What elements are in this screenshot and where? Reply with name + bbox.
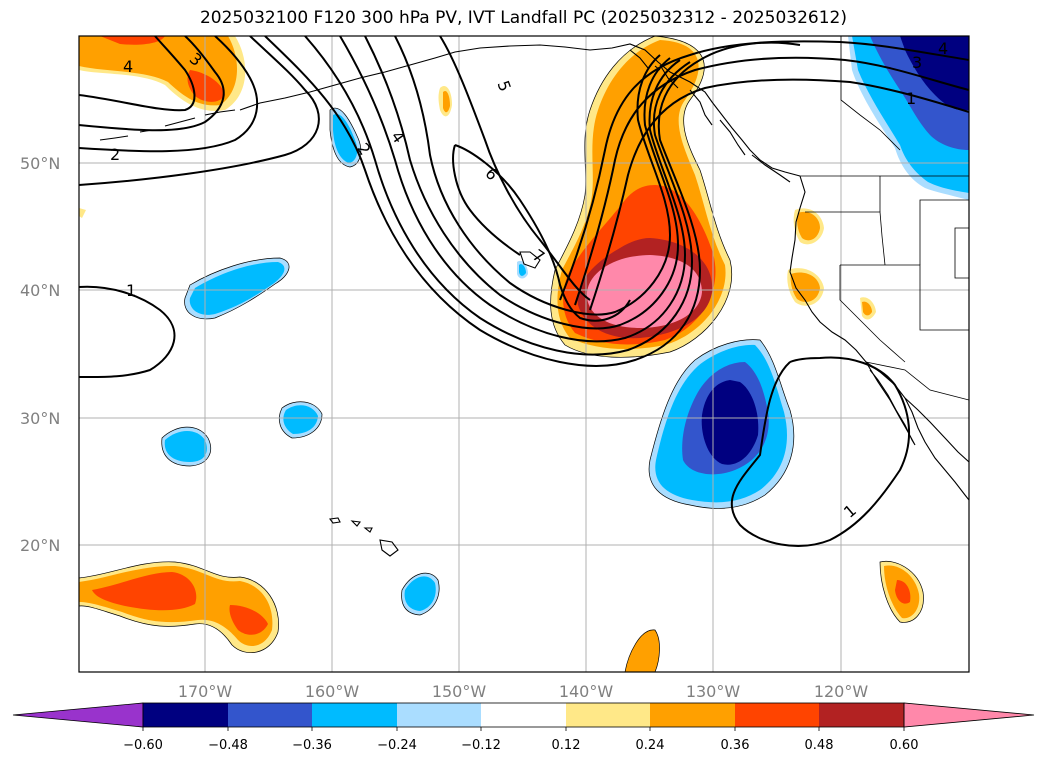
colorbar-tick-label: −0.48 [208,738,248,753]
colorbar-bin [397,703,481,727]
colorbar-ticks [142,727,905,731]
contour-label: 1 [126,281,136,300]
lon-label: 120°W [814,682,869,701]
lat-label: 50°N [20,154,60,173]
lat-labels: 50°N 40°N 30°N 20°N [20,154,60,555]
colorbar-tick-label: −0.24 [377,738,417,753]
contour-label: 3 [912,53,922,72]
lon-labels: 170°W 160°W 150°W 140°W 130°W 120°W [178,682,869,701]
colorbar-tick-label: 0.24 [636,738,665,753]
political-borders [800,36,969,401]
colorbar: −0.60 −0.48 −0.36 −0.24 −0.12 0.12 0.24 … [12,702,1035,753]
map-frame [78,35,970,673]
coastlines [99,43,969,557]
lon-label: 150°W [432,682,487,701]
colorbar-tick-label: 0.48 [805,738,834,753]
colorbar-tick-label: 0.60 [890,738,919,753]
colorbar-bin [735,703,819,727]
chart-title: 2025032100 F120 300 hPa PV, IVT Landfall… [199,8,847,28]
contour-label: 4 [938,39,948,58]
colorbar-tick-label: −0.12 [461,738,501,753]
colorbar-bin [228,703,312,727]
colorbar-bin [650,703,735,727]
lon-label: 130°W [686,682,741,701]
colorbar-bin [819,703,904,727]
colorbar-bin [312,703,397,727]
lon-label: 140°W [559,682,614,701]
gridlines [79,36,969,672]
colorbar-bin [481,703,566,727]
colorbar-low-extend [12,702,144,728]
contour-label: 2 [110,145,120,164]
lon-label: 160°W [305,682,360,701]
map-plot-area: 4 3 2 2 4 5 6 7 1 1 4 3 1 [79,36,969,672]
lat-label: 40°N [20,281,60,300]
colorbar-tick-label: 0.36 [721,738,750,753]
colorbar-bin [566,703,650,727]
lon-label: 170°W [178,682,233,701]
colorbar-tick-label: −0.36 [292,738,332,753]
colorbar-tick-label: −0.60 [123,738,163,753]
lat-label: 30°N [20,409,60,428]
contour-label: 4 [123,57,133,76]
contour-label: 1 [906,89,916,108]
colorbar-bin [143,703,228,727]
lat-label: 20°N [20,536,60,555]
colorbar-frame [142,702,905,728]
pv-contours [79,36,969,547]
colorbar-tick-label: 0.12 [552,738,581,753]
colorbar-high-extend [903,702,1035,728]
